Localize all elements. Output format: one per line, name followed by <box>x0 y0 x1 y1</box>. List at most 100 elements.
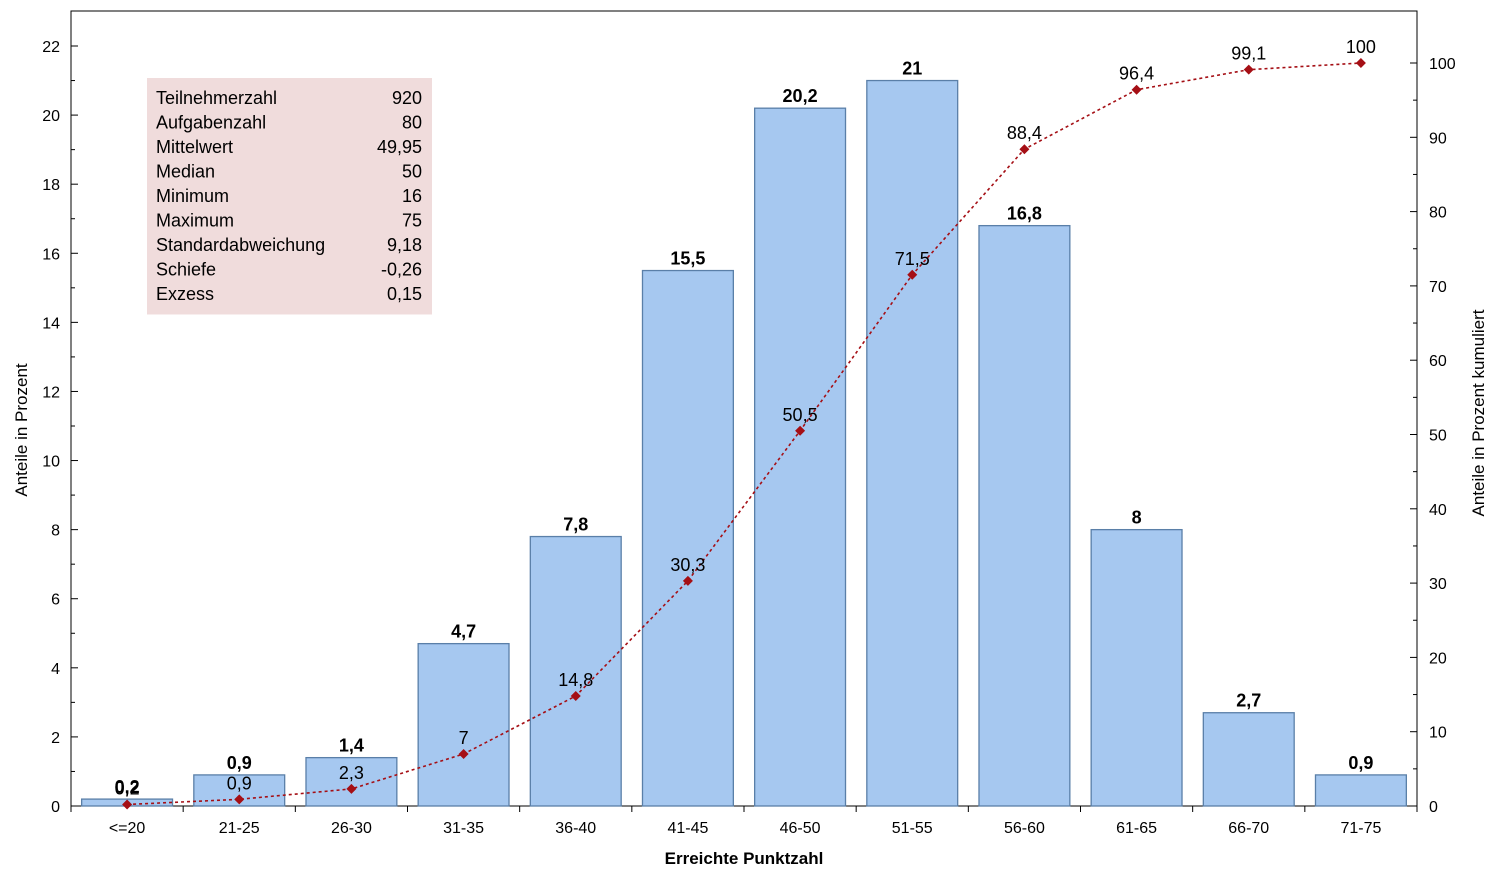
y-tick-label: 4 <box>51 661 60 678</box>
stats-label: Mittelwert <box>156 137 233 157</box>
bar-value-label: 16,8 <box>1007 204 1042 224</box>
stats-value: 9,18 <box>387 235 422 255</box>
bar-value-label: 0,2 <box>115 777 140 797</box>
bar-value-label: 7,8 <box>563 515 588 535</box>
y-tick-label: 22 <box>42 39 60 56</box>
cumulative-point <box>122 799 133 810</box>
cumulative-value-label: 7 <box>459 728 469 748</box>
cumulative-value-label: 99,1 <box>1231 44 1266 64</box>
x-axis: <=20 21-25 26-30 31-35 36-40 41-45 46-50 51-55 5… <box>70 806 1418 837</box>
cumulative-value-label: 0,9 <box>227 773 252 793</box>
x-tick-label: 26-30 <box>331 820 372 837</box>
bar <box>754 107 847 807</box>
cumulative-value-label: 30,3 <box>670 555 705 575</box>
bar <box>866 79 959 807</box>
cumulative-point <box>682 575 693 586</box>
x-tick-label: 41-45 <box>667 820 708 837</box>
bar <box>1090 528 1183 807</box>
cumulative-value-label: 0,2 <box>115 779 140 799</box>
y2-tick-label: 10 <box>1429 725 1447 742</box>
cumulative-value-label: 2,3 <box>339 763 364 783</box>
stats-label: Teilnehmerzahl <box>156 88 277 108</box>
stats-value: -0,26 <box>381 260 422 280</box>
bar-value-label: 15,5 <box>670 249 705 269</box>
x-axis-title: Erreichte Punktzahl <box>665 849 824 868</box>
y-tick-label: 12 <box>42 384 60 401</box>
y2-tick-label: 0 <box>1429 799 1438 816</box>
y-tick-label: 14 <box>42 315 60 332</box>
bar <box>529 535 622 807</box>
y2-tick-label: 70 <box>1429 279 1447 296</box>
y2-tick-label: 60 <box>1429 353 1447 370</box>
cumulative-point <box>234 794 245 805</box>
cumulative-value-label: 96,4 <box>1119 64 1154 84</box>
y2-tick-label: 50 <box>1429 428 1447 445</box>
y2-tick-label: 20 <box>1429 650 1447 667</box>
bar-value-label: 21 <box>902 59 922 79</box>
y-tick-label: 16 <box>42 246 60 263</box>
bar-value-label: 0,9 <box>227 753 252 773</box>
cumulative-value-label: 71,5 <box>895 249 930 269</box>
left-axis: 0 2 4 6 8 10 12 14 16 18 20 22 <box>42 39 78 816</box>
bar-value-label: 1,4 <box>339 736 364 756</box>
cumulative-line: 0,2 0,9 2,3 7 14,8 30,3 50,5 71,5 88,4 96,4 99,1 10… <box>115 37 1376 810</box>
cumulative-point <box>570 691 581 702</box>
x-tick-label: 56-60 <box>1004 820 1045 837</box>
y-axis-title: Anteile in Prozent <box>12 363 31 497</box>
y-tick-label: 10 <box>42 454 60 471</box>
bar-value-label: 4,7 <box>451 622 476 642</box>
stats-label: Minimum <box>156 186 229 206</box>
bar <box>305 756 398 807</box>
bar <box>1202 712 1295 807</box>
cumulative-line-path <box>127 62 1361 806</box>
x-tick-label: 31-35 <box>443 820 484 837</box>
x-tick-label: 21-25 <box>219 820 260 837</box>
stats-box: Teilnehmerzahl 920 Aufgabenzahl 80 Mittelwer… <box>147 78 432 315</box>
y-tick-label: 0 <box>51 799 60 816</box>
bar-value-label: 8 <box>1132 508 1142 528</box>
stats-label: Aufgabenzahl <box>156 113 266 133</box>
stats-label: Median <box>156 162 215 182</box>
cumulative-point <box>458 748 469 759</box>
y2-tick-label: 90 <box>1429 130 1447 147</box>
x-tick-label: 71-75 <box>1340 820 1381 837</box>
stats-label: Maximum <box>156 211 234 231</box>
y-tick-label: 2 <box>51 730 60 747</box>
cumulative-value-label: 14,8 <box>558 670 593 690</box>
cumulative-point <box>1019 144 1030 155</box>
y-tick-label: 20 <box>42 108 60 125</box>
x-tick-label: 66-70 <box>1228 820 1269 837</box>
stats-value: 16 <box>402 186 422 206</box>
stats-label: Exzess <box>156 284 214 304</box>
x-tick-label: 36-40 <box>555 820 596 837</box>
bar <box>978 224 1071 807</box>
x-tick-label: 61-65 <box>1116 820 1157 837</box>
bar <box>1314 774 1407 807</box>
stats-value: 75 <box>402 211 422 231</box>
x-tick-label: 51-55 <box>892 820 933 837</box>
cumulative-value-label: 88,4 <box>1007 123 1042 143</box>
y2-tick-label: 30 <box>1429 576 1447 593</box>
cumulative-point <box>1243 64 1254 75</box>
y-tick-label: 6 <box>51 592 60 609</box>
stats-value: 49,95 <box>377 137 422 157</box>
stats-label: Schiefe <box>156 260 216 280</box>
y-tick-label: 8 <box>51 523 60 540</box>
x-tick-label: 46-50 <box>780 820 821 837</box>
bar <box>641 269 734 807</box>
stats-value: 50 <box>402 162 422 182</box>
y-tick-label: 18 <box>42 177 60 194</box>
cumulative-point <box>1355 58 1366 68</box>
stats-box-background <box>147 78 432 315</box>
cumulative-value-label: 100 <box>1346 37 1376 57</box>
bar <box>417 642 510 807</box>
stats-value: 80 <box>402 113 422 133</box>
bars: 0,2 0,9 1,4 4,7 7,8 15,5 20,2 21 16,8 8 2,7 0,9 <box>81 59 1407 807</box>
cumulative-point <box>1131 84 1142 95</box>
cumulative-point <box>795 425 806 436</box>
y2-tick-label: 100 <box>1429 56 1456 73</box>
stats-value: 920 <box>392 88 422 108</box>
right-axis: 0 10 20 30 40 50 60 70 80 90 100 <box>1410 56 1456 816</box>
y2-axis-title: Anteile in Prozent kumuliert <box>1469 309 1488 516</box>
